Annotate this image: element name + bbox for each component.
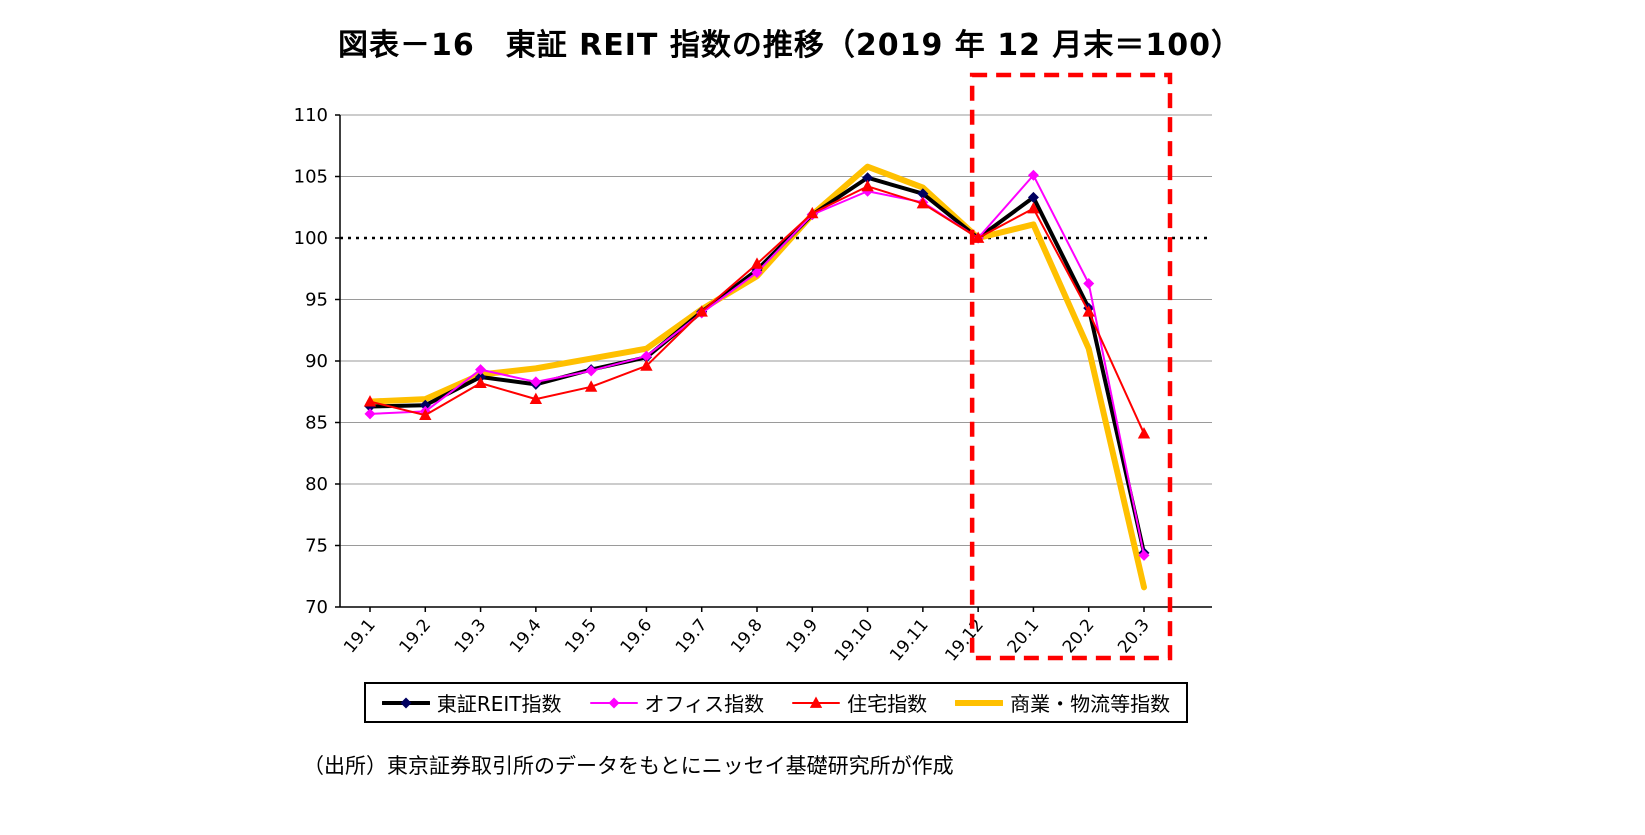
- legend-label-2: 住宅指数: [847, 692, 928, 716]
- line-chart: 70 75 80 85 90 95 100 105 110 19.1 19.2 19.3 19.4 19.…: [294, 72, 1212, 665]
- highlight-box: [969, 72, 1173, 661]
- x-axis-label: 19.11: [886, 615, 933, 665]
- x-axis-label: 20.1: [1004, 615, 1044, 657]
- chart-title: 図表－16 東証 REIT 指数の推移（2019 年 12 月末＝100）: [337, 28, 1243, 63]
- x-axis-label: 19.2: [395, 615, 435, 657]
- x-axis-label: 19.8: [727, 615, 767, 657]
- legend-item-2: 住宅指数: [792, 688, 927, 717]
- legend-label-0: 東証REIT指数: [436, 692, 562, 716]
- x-axis-label: 19.4: [506, 615, 546, 657]
- x-axis-label: 19.1: [340, 615, 380, 657]
- y-axis-label: 75: [305, 536, 328, 557]
- y-axis-label: 70: [305, 597, 328, 618]
- series-2: [363, 179, 1151, 439]
- legend-item-3: 商業・物流等指数: [955, 688, 1170, 717]
- x-axis-label: 19.7: [672, 615, 712, 657]
- y-axis-label: 100: [294, 228, 328, 249]
- legend-item-1: オフィス指数: [589, 688, 765, 717]
- y-axis-label: 95: [305, 290, 328, 311]
- legend-label-3: 商業・物流等指数: [1010, 692, 1171, 716]
- legend-label-1: オフィス指数: [644, 692, 765, 716]
- x-axis-label: 19.3: [451, 615, 491, 657]
- y-axis-label: 105: [294, 167, 328, 188]
- x-axis-label: 20.3: [1114, 615, 1154, 657]
- chart-legend: 東証REIT指数 オフィス指数 住宅指数 商業・物流等指数: [340, 682, 1212, 723]
- legend-marker-3: [955, 699, 1004, 706]
- axes: 70 75 80 85 90 95 100 105 110 19.1 19.2 19.3 19.4 19.…: [294, 105, 1212, 665]
- y-axis-label: 90: [305, 351, 328, 372]
- series-1: [364, 169, 1150, 561]
- x-axis-label: 19.10: [831, 615, 878, 665]
- legend-item-0: 東証REIT指数: [381, 688, 562, 717]
- gridlines: [340, 114, 1212, 546]
- legend-marker-1: [589, 697, 638, 708]
- y-axis-label: 110: [294, 105, 328, 126]
- source-note: （出所）東京証券取引所のデータをもとにニッセイ基礎研究所が作成: [303, 754, 954, 778]
- series-0: [364, 172, 1150, 559]
- x-axis-label: 19.5: [561, 615, 601, 657]
- y-axis-label: 85: [305, 413, 328, 434]
- y-axis-label: 80: [305, 474, 328, 495]
- x-axis-label: 20.2: [1059, 615, 1099, 657]
- legend-marker-0: [381, 697, 430, 708]
- x-axis-label: 19.6: [617, 615, 657, 657]
- x-axis-label: 19.9: [782, 615, 822, 657]
- legend-marker-2: [792, 696, 841, 708]
- legend-box: 東証REIT指数 オフィス指数 住宅指数 商業・物流等指数: [363, 682, 1189, 723]
